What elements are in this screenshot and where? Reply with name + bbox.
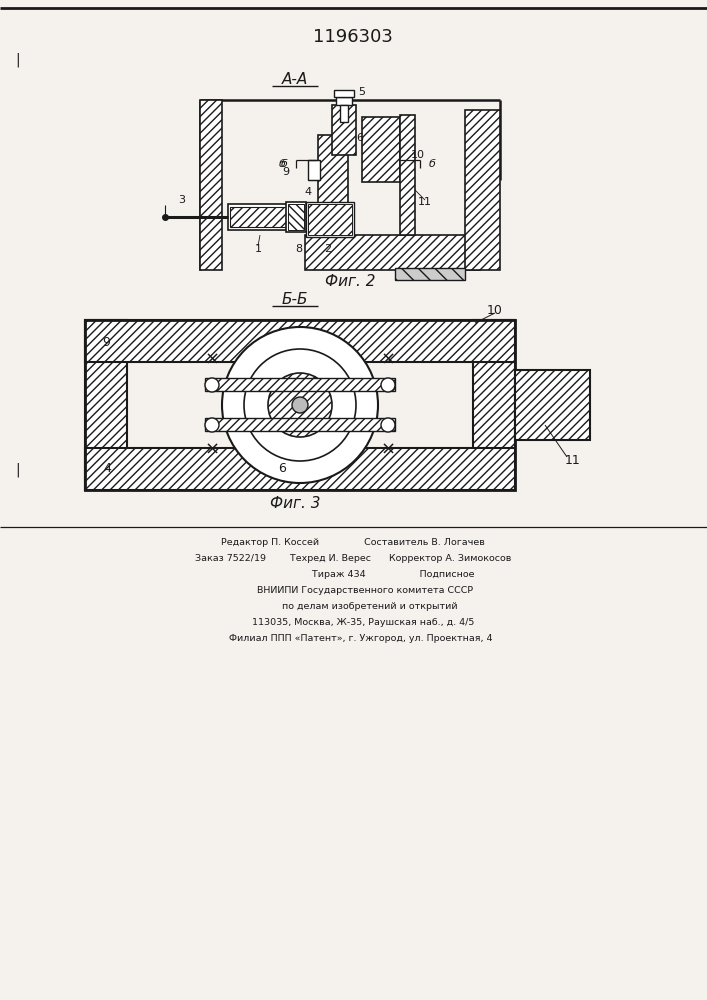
Bar bbox=[230, 207, 286, 227]
Text: 10: 10 bbox=[411, 150, 425, 160]
Text: 11: 11 bbox=[418, 197, 432, 207]
Text: Фиг. 3: Фиг. 3 bbox=[270, 496, 320, 512]
Bar bbox=[473, 320, 515, 490]
Text: Редактор П. Коссей               Составитель В. Логачев: Редактор П. Коссей Составитель В. Логаче… bbox=[221, 538, 485, 547]
Text: 4: 4 bbox=[103, 462, 111, 475]
Text: 6: 6 bbox=[278, 462, 286, 475]
Text: ×: × bbox=[204, 351, 220, 369]
Bar bbox=[205, 378, 395, 391]
Text: 5: 5 bbox=[358, 87, 366, 97]
Bar bbox=[85, 320, 515, 490]
Bar bbox=[85, 320, 127, 490]
Circle shape bbox=[381, 378, 395, 392]
Bar bbox=[85, 320, 515, 362]
Text: А-А: А-А bbox=[282, 73, 308, 88]
Circle shape bbox=[268, 373, 332, 437]
Text: 6: 6 bbox=[356, 133, 363, 143]
Bar bbox=[395, 268, 465, 280]
Text: ×: × bbox=[380, 441, 395, 459]
Text: Б-Б: Б-Б bbox=[282, 292, 308, 308]
Bar bbox=[205, 418, 395, 431]
Text: ×: × bbox=[204, 441, 220, 459]
Text: б: б bbox=[281, 159, 288, 169]
Bar bbox=[336, 97, 352, 105]
Bar bbox=[340, 105, 348, 122]
Text: 10: 10 bbox=[487, 304, 503, 316]
Bar bbox=[306, 202, 354, 237]
Text: Филиал ППП «Патент», г. Ужгород, ул. Проектная, 4: Филиал ППП «Патент», г. Ужгород, ул. Про… bbox=[214, 634, 492, 643]
Text: Тираж 434                  Подписное: Тираж 434 Подписное bbox=[231, 570, 474, 579]
Circle shape bbox=[292, 397, 308, 413]
Bar bbox=[286, 202, 306, 232]
Text: 1: 1 bbox=[255, 244, 262, 254]
Text: 11: 11 bbox=[565, 454, 581, 466]
Text: б: б bbox=[279, 159, 286, 169]
Bar bbox=[308, 160, 320, 180]
Circle shape bbox=[222, 327, 378, 483]
Text: ВНИИПИ Государственного комитета СССР: ВНИИПИ Государственного комитета СССР bbox=[233, 586, 473, 595]
Text: 8: 8 bbox=[296, 244, 303, 254]
Text: 4: 4 bbox=[305, 187, 312, 197]
Circle shape bbox=[205, 418, 219, 432]
Bar bbox=[318, 135, 348, 235]
Text: |: | bbox=[16, 463, 21, 477]
Bar bbox=[228, 204, 288, 230]
Bar bbox=[332, 105, 356, 155]
Bar bbox=[288, 204, 304, 230]
Text: Заказ 7522/19        Техред И. Верес      Корректор А. Зимокосов: Заказ 7522/19 Техред И. Верес Корректор … bbox=[195, 554, 511, 563]
Text: по делам изобретений и открытий: по делам изобретений и открытий bbox=[249, 602, 457, 611]
Text: б: б bbox=[428, 159, 436, 169]
Bar bbox=[85, 448, 515, 490]
Text: 9: 9 bbox=[102, 336, 110, 349]
Text: Фиг. 2: Фиг. 2 bbox=[325, 274, 375, 290]
Bar bbox=[305, 235, 480, 270]
Circle shape bbox=[244, 349, 356, 461]
Bar bbox=[334, 90, 354, 97]
Text: 1196303: 1196303 bbox=[313, 28, 393, 46]
Text: 113035, Москва, Ж-35, Раушская наб., д. 4/5: 113035, Москва, Ж-35, Раушская наб., д. … bbox=[231, 618, 474, 627]
Text: 9: 9 bbox=[282, 167, 290, 177]
Text: ×: × bbox=[380, 351, 395, 369]
Bar bbox=[200, 100, 222, 270]
Text: 3: 3 bbox=[178, 195, 185, 205]
Text: 2: 2 bbox=[325, 244, 332, 254]
Bar bbox=[362, 117, 400, 182]
Circle shape bbox=[205, 378, 219, 392]
Bar bbox=[400, 115, 415, 235]
Text: |: | bbox=[16, 53, 21, 67]
Bar bbox=[308, 204, 352, 235]
Bar bbox=[515, 370, 590, 440]
Bar bbox=[465, 110, 500, 270]
Circle shape bbox=[381, 418, 395, 432]
